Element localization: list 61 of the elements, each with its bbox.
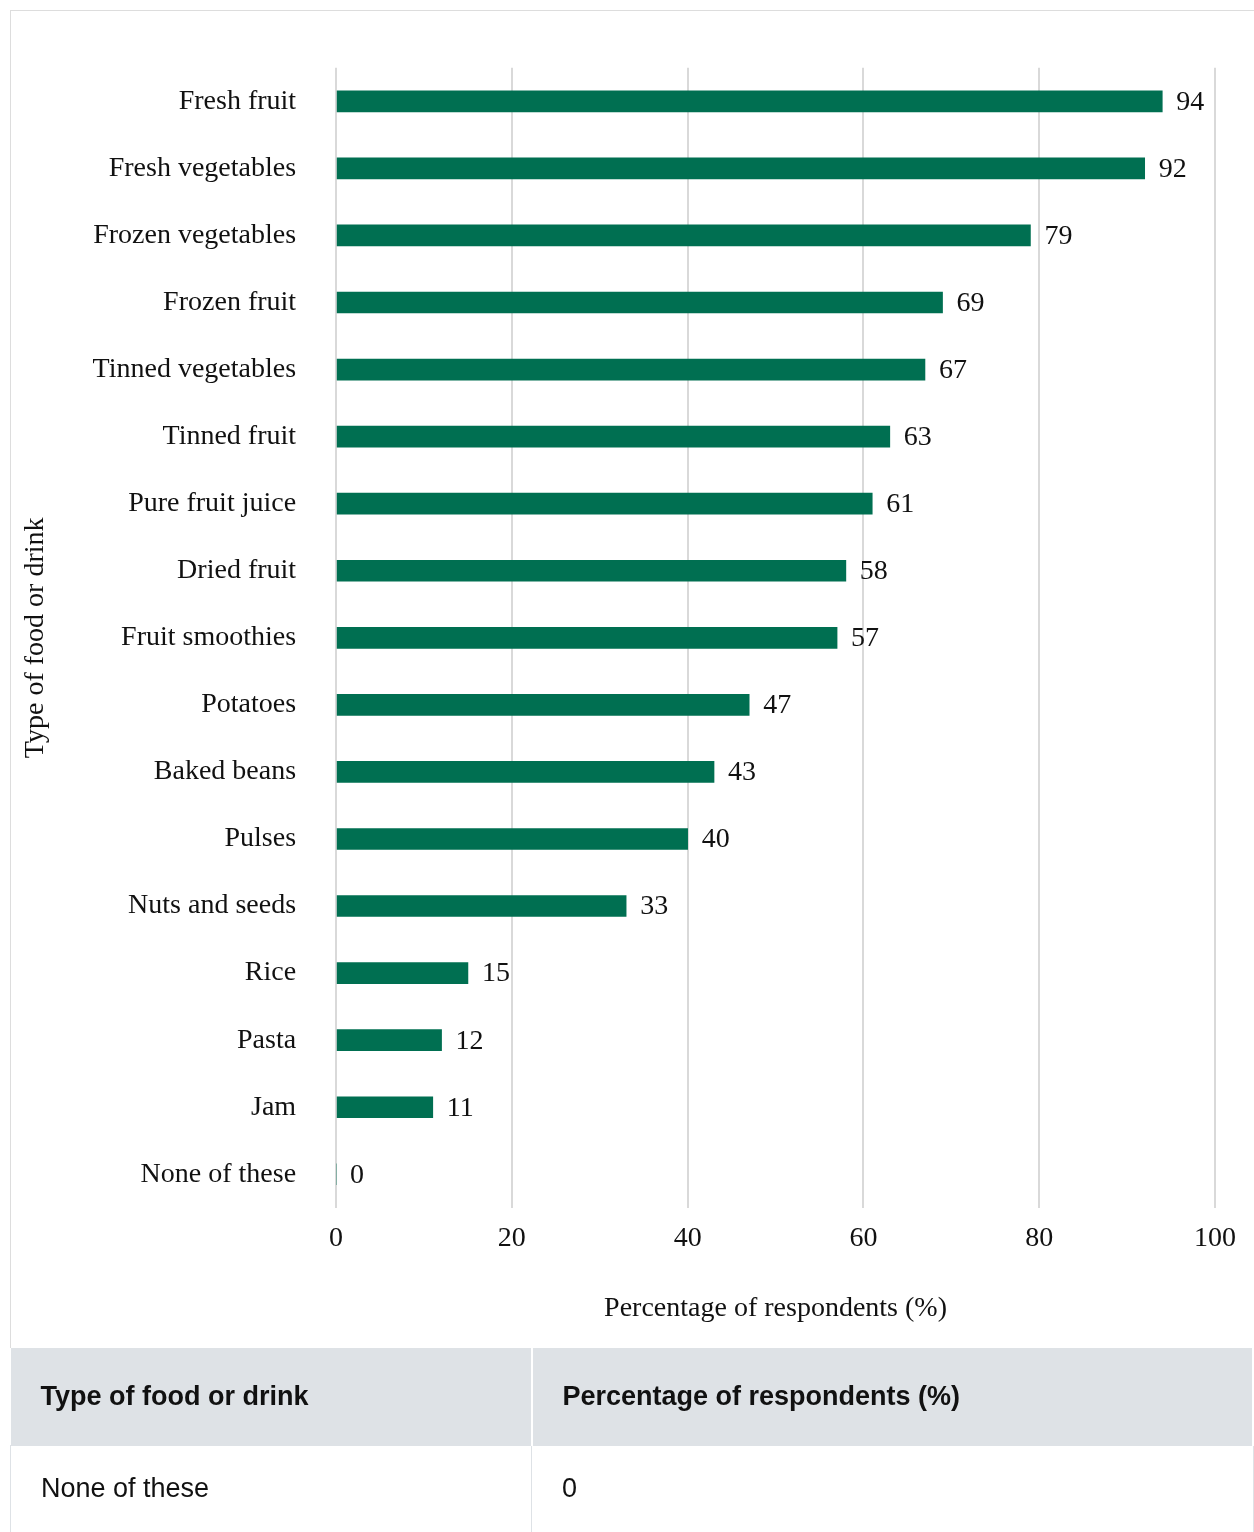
x-tick-label: 20	[497, 1220, 526, 1252]
data-label: 58	[859, 554, 888, 586]
y-tick-label: Nuts and seeds	[128, 888, 297, 920]
data-label: 33	[640, 889, 669, 921]
data-label: 57	[851, 621, 880, 653]
bar	[336, 157, 1146, 180]
x-tick-label: 100	[1194, 1220, 1236, 1252]
x-tick-label: 60	[849, 1220, 878, 1252]
bar	[336, 895, 627, 917]
text: Type of food or drink	[18, 517, 50, 759]
bar	[336, 1096, 434, 1119]
data-label: 47	[763, 688, 792, 720]
y-tick-label: Pure fruit juice	[128, 486, 297, 518]
x-tick-label: 40	[673, 1220, 702, 1252]
y-tick-label: Rice	[244, 955, 297, 987]
y-tick-label: Pulses	[224, 821, 297, 853]
y-tick-label: Tinned fruit	[162, 418, 297, 450]
y-tick-label: Baked beans	[153, 754, 297, 786]
data-label: 11	[446, 1090, 474, 1122]
data-label: 67	[938, 352, 967, 384]
bar	[336, 761, 715, 783]
bar	[336, 626, 838, 649]
data-label: 43	[728, 755, 757, 787]
y-tick-label: Fresh fruit	[178, 83, 297, 115]
bar	[336, 828, 688, 850]
bar	[336, 425, 891, 448]
bar	[336, 224, 1031, 247]
data-label: 79	[1044, 218, 1073, 250]
y-tick-label: Fruit smoothies	[121, 620, 297, 652]
y-tick-label: Pasta	[236, 1022, 297, 1054]
text: Percentage of respondents (%)	[562, 1380, 961, 1411]
y-tick-label: Frozen vegetables	[93, 217, 297, 249]
data-label: 15	[481, 956, 510, 988]
y-tick-label: Frozen fruit	[163, 284, 297, 316]
data-label: 94	[1176, 84, 1205, 116]
data-label: 0	[350, 1157, 365, 1189]
bar	[336, 492, 873, 515]
bar	[336, 90, 1163, 113]
bar	[336, 291, 943, 314]
y-tick-label: Potatoes	[201, 687, 297, 719]
x-tick-label: 80	[1025, 1220, 1054, 1252]
y-tick-label: Fresh vegetables	[108, 150, 297, 182]
data-label: 12	[455, 1023, 484, 1055]
y-tick-label: Tinned vegetables	[92, 351, 297, 383]
y-axis-title: Type of food or drink	[10, 1348, 532, 1445]
data-label: 61	[886, 487, 915, 519]
data-label: 92	[1158, 151, 1187, 183]
bar	[336, 559, 847, 582]
x-tick-label: 0	[329, 1220, 344, 1252]
y-tick-label: Jam	[250, 1089, 297, 1121]
y-tick-label: None of these	[140, 1156, 297, 1188]
bar	[336, 962, 469, 984]
data-label: 40	[701, 822, 730, 854]
data-label: 63	[903, 419, 932, 451]
y-tick-label: Dried fruit	[177, 553, 297, 585]
bar	[336, 1029, 442, 1051]
x-axis-title: Percentage of respondents (%)	[604, 1290, 947, 1322]
data-label: 69	[956, 285, 985, 317]
bar	[336, 694, 750, 716]
bar	[336, 358, 926, 381]
text: 0	[531, 1445, 1253, 1532]
